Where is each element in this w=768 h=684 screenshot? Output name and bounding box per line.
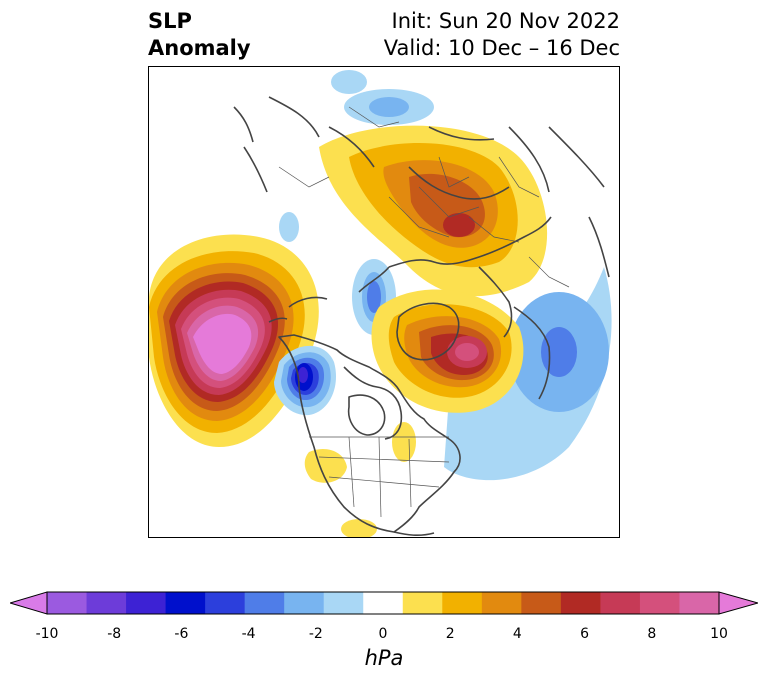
colorbar-bin xyxy=(363,592,404,614)
colorbar-bin xyxy=(639,592,680,614)
colorbar-bin xyxy=(560,592,601,614)
colorbar xyxy=(10,591,758,615)
coastlines xyxy=(233,96,610,537)
colorbar-bin xyxy=(165,592,206,614)
anomaly-positive-eurasia xyxy=(319,125,548,297)
colorbar-high-extend-arrow xyxy=(718,591,758,615)
colorbar-tick-labels: -10 -8 -6 -4 -2 0 2 4 6 8 10 xyxy=(0,626,768,646)
map-panel xyxy=(148,66,620,538)
init-date-label: Init: Sun 20 Nov 2022 xyxy=(391,9,620,33)
colorbar-tick-label: 8 xyxy=(647,626,657,642)
map-title-variable: SLP Anomaly xyxy=(148,8,251,62)
colorbar-segments xyxy=(47,592,720,614)
colorbar-bin xyxy=(442,592,483,614)
colorbar-bin xyxy=(284,592,325,614)
colorbar-bin xyxy=(323,592,364,614)
colorbar-tick-label: 4 xyxy=(512,626,522,642)
valid-date-label: Valid: 10 Dec – 16 Dec xyxy=(383,36,620,60)
colorbar-tick-label: -8 xyxy=(107,626,122,642)
colorbar-tick-label: -6 xyxy=(174,626,189,642)
colorbar-bin xyxy=(47,592,88,614)
colorbar-bin xyxy=(402,592,443,614)
map-title-dates: Init: Sun 20 Nov 2022 Valid: 10 Dec – 16… xyxy=(384,8,620,62)
anomaly-positive-north-pacific xyxy=(149,234,319,447)
colorbar-bin xyxy=(205,592,246,614)
colorbar-tick-label: 0 xyxy=(378,626,388,642)
colorbar-outline xyxy=(46,591,720,615)
colorbar-tick-label: -2 xyxy=(308,626,323,642)
colorbar-low-extend-arrow xyxy=(10,591,48,615)
colorbar-tick-label: -4 xyxy=(241,626,256,642)
title-variable-line1: SLP xyxy=(148,9,192,33)
slp-anomaly-map xyxy=(149,70,612,537)
colorbar-bin xyxy=(521,592,562,614)
colorbar-bin xyxy=(244,592,285,614)
colorbar-unit-label: hPa xyxy=(364,646,404,670)
colorbar-tick-label: 10 xyxy=(710,626,728,642)
political-boundaries xyxy=(278,106,570,518)
colorbar-bin xyxy=(600,592,641,614)
title-variable-line2: Anomaly xyxy=(148,36,251,60)
colorbar-tick-label: 6 xyxy=(580,626,590,642)
colorbar-bin xyxy=(679,592,720,614)
colorbar-bin xyxy=(86,592,127,614)
colorbar-tick-label: 2 xyxy=(445,626,455,642)
colorbar-bin xyxy=(481,592,522,614)
colorbar-bin xyxy=(126,592,167,614)
colorbar-tick-label: -10 xyxy=(35,626,59,642)
anomaly-negative-arctic xyxy=(279,70,434,335)
